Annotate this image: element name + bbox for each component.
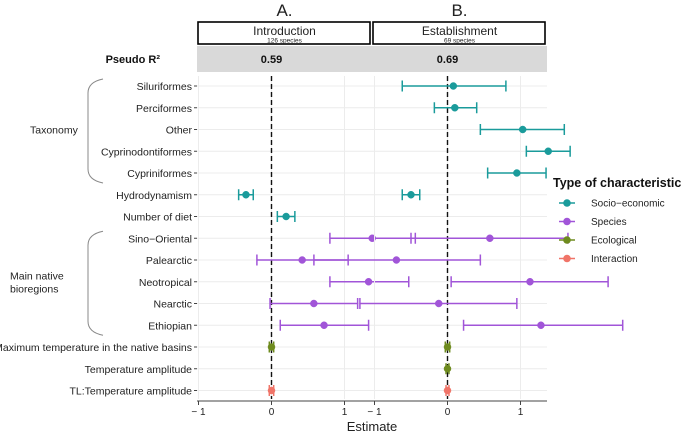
x-tick-label-2: 1 [518, 407, 524, 418]
estimate-point-1 [364, 278, 373, 286]
group-bracket-2 [87, 230, 104, 336]
estimate-point-2 [486, 234, 494, 242]
estimate-point-2 [443, 365, 452, 373]
x-tick-label-2: − 1 [367, 407, 382, 418]
row-label-4: Cyprinodontiformes [101, 146, 192, 158]
row-label-2: Perciformes [136, 103, 192, 115]
row-label-13: Maximum temperature in the native basins [0, 342, 192, 354]
row-label-3: Other [166, 125, 193, 137]
row-label-14: Temperature amplitude [85, 364, 193, 376]
legend-swatch-2 [563, 217, 571, 226]
estimate-point-2 [443, 343, 452, 351]
estimate-point-2 [392, 256, 401, 264]
estimate-point-2 [537, 321, 545, 329]
estimate-point-1 [298, 256, 306, 264]
panel-subtitle-1: 126 species [267, 38, 302, 45]
panel-title-box-1 [197, 21, 371, 45]
panel-letter-2: B. [451, 1, 467, 20]
x-tick-label-1: 0 [269, 407, 275, 418]
estimate-point-2 [526, 278, 534, 286]
estimate-point-2 [451, 104, 459, 112]
estimate-point-2 [443, 386, 452, 395]
pseudo-r2-value-1: 0.59 [261, 54, 282, 66]
estimate-point-1 [242, 191, 250, 199]
group-bracket-1 [87, 78, 104, 184]
panel-title-box-2 [372, 21, 546, 45]
x-tick-label-1: 1 [342, 407, 348, 418]
row-label-10: Neotropical [139, 277, 192, 289]
estimate-point-2 [407, 191, 415, 199]
x-tick-label-2: 0 [445, 407, 451, 418]
row-label-11: Nearctic [153, 299, 192, 311]
row-label-5: Cypriniformes [127, 168, 192, 180]
row-label-15: TL:Temperature amplitude [69, 386, 192, 398]
row-label-7: Number of diet [123, 212, 192, 224]
estimate-point-1 [320, 321, 328, 329]
panel-title-2: Establishment [422, 24, 498, 38]
pseudo-r2-band [197, 46, 547, 72]
estimate-point-2 [544, 147, 552, 155]
legend-label-4: Interaction [591, 254, 638, 265]
row-label-8: Sino−Oriental [128, 233, 192, 245]
row-label-1: Siluriformes [137, 81, 192, 93]
pseudo-r2-label: Pseudo R² [106, 54, 161, 66]
row-label-6: Hydrodynamism [116, 190, 192, 202]
legend-swatch-4 [563, 254, 571, 263]
panel-letter-1: A. [276, 1, 292, 20]
pseudo-r2-value-2: 0.69 [437, 54, 458, 66]
estimate-point-1 [267, 343, 276, 351]
estimate-point-1 [368, 234, 376, 242]
legend-swatch-1 [563, 199, 571, 207]
pseudo-r2-label-cell [0, 46, 197, 72]
legend-label-1: Socio−economic [591, 199, 665, 210]
estimate-point-2 [434, 299, 443, 308]
estimate-point-2 [513, 169, 521, 177]
x-tick-label-1: − 1 [191, 407, 206, 418]
row-label-12: Ethiopian [148, 320, 192, 332]
legend-swatch-3 [563, 236, 571, 244]
legend-label-3: Ecological [591, 236, 637, 247]
row-label-9: Palearctic [146, 255, 192, 267]
estimate-point-2 [518, 125, 527, 134]
estimate-point-1 [267, 386, 276, 395]
group-label-2: Main native [10, 270, 64, 282]
legend-label-2: Species [591, 217, 627, 228]
panel-subtitle-2: 69 species [444, 38, 476, 45]
estimate-point-2 [449, 82, 458, 90]
legend-title: Type of characteristic [553, 176, 681, 190]
group-label-1: Taxonomy [30, 125, 79, 137]
estimate-point-1 [282, 212, 290, 221]
x-axis-label: Estimate [347, 419, 398, 434]
estimate-point-1 [310, 299, 318, 308]
group-label-2: bioregions [10, 283, 58, 295]
panel-title-1: Introduction [253, 24, 316, 38]
